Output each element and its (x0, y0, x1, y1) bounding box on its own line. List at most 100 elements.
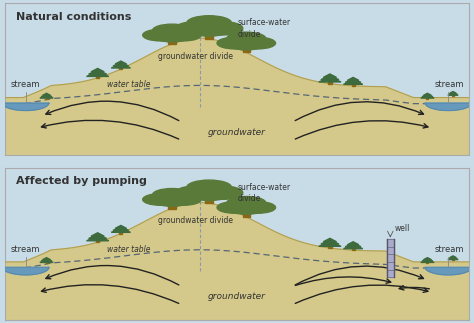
Text: stream: stream (434, 80, 464, 89)
Circle shape (227, 32, 266, 45)
Polygon shape (323, 238, 337, 242)
Polygon shape (40, 260, 53, 262)
Text: stream: stream (10, 80, 40, 89)
Circle shape (187, 16, 232, 30)
Polygon shape (2, 267, 49, 275)
Polygon shape (111, 64, 130, 68)
Circle shape (188, 22, 230, 36)
Polygon shape (427, 262, 428, 264)
Circle shape (217, 202, 252, 213)
Polygon shape (111, 228, 130, 232)
Polygon shape (345, 243, 361, 247)
Polygon shape (41, 94, 52, 97)
Text: surface-water
divide: surface-water divide (237, 18, 291, 38)
Polygon shape (328, 246, 332, 248)
Polygon shape (89, 234, 107, 238)
Circle shape (154, 30, 191, 42)
Polygon shape (449, 257, 457, 258)
Polygon shape (323, 74, 337, 78)
Polygon shape (448, 257, 458, 260)
Circle shape (227, 196, 266, 209)
Polygon shape (450, 256, 456, 257)
Polygon shape (5, 38, 469, 155)
Polygon shape (46, 262, 47, 264)
Polygon shape (168, 36, 176, 44)
Polygon shape (205, 194, 213, 203)
Polygon shape (321, 240, 339, 244)
Polygon shape (115, 225, 127, 228)
Text: groundwater: groundwater (208, 128, 266, 137)
Text: Affected by pumping: Affected by pumping (16, 176, 147, 186)
Polygon shape (422, 259, 433, 261)
Polygon shape (243, 209, 250, 217)
Polygon shape (422, 94, 433, 97)
Polygon shape (91, 233, 104, 236)
Polygon shape (119, 68, 122, 69)
Polygon shape (421, 95, 434, 98)
Polygon shape (425, 103, 472, 110)
Polygon shape (2, 103, 49, 110)
Polygon shape (344, 80, 363, 84)
Polygon shape (448, 93, 458, 95)
Polygon shape (119, 232, 122, 234)
Polygon shape (321, 76, 339, 80)
Polygon shape (347, 78, 359, 80)
Polygon shape (450, 91, 456, 93)
Circle shape (143, 29, 178, 41)
Polygon shape (89, 70, 107, 74)
Circle shape (202, 22, 243, 35)
Polygon shape (86, 236, 109, 241)
Polygon shape (113, 227, 129, 230)
Text: groundwater: groundwater (208, 292, 266, 301)
Polygon shape (328, 81, 332, 84)
Polygon shape (43, 93, 51, 95)
Polygon shape (452, 95, 454, 96)
Polygon shape (427, 98, 428, 99)
Polygon shape (347, 242, 359, 245)
Polygon shape (421, 260, 434, 262)
Polygon shape (43, 258, 51, 260)
Polygon shape (91, 68, 104, 72)
Polygon shape (452, 259, 454, 260)
Text: water table: water table (107, 245, 150, 254)
Circle shape (240, 37, 275, 49)
Text: stream: stream (434, 245, 464, 254)
Polygon shape (41, 259, 52, 261)
Circle shape (153, 189, 191, 201)
Circle shape (166, 194, 201, 205)
Polygon shape (319, 242, 341, 246)
Circle shape (202, 186, 243, 199)
Text: groundwater divide: groundwater divide (158, 52, 233, 61)
Circle shape (175, 22, 216, 35)
Circle shape (166, 29, 201, 41)
Polygon shape (449, 92, 457, 94)
Polygon shape (86, 72, 109, 77)
Text: stream: stream (10, 245, 40, 254)
Circle shape (240, 202, 275, 213)
Text: water table: water table (107, 80, 150, 89)
Polygon shape (113, 62, 129, 66)
Polygon shape (46, 98, 47, 99)
Circle shape (228, 202, 265, 214)
Polygon shape (319, 78, 341, 82)
Polygon shape (425, 267, 472, 275)
Polygon shape (345, 79, 361, 82)
Polygon shape (96, 76, 100, 78)
Text: well: well (395, 224, 410, 233)
Text: Natural conditions: Natural conditions (16, 12, 132, 22)
Text: surface-water
divide: surface-water divide (237, 183, 291, 203)
Circle shape (187, 180, 232, 195)
Circle shape (143, 194, 178, 205)
Polygon shape (423, 93, 431, 95)
Circle shape (217, 37, 252, 49)
Polygon shape (205, 30, 213, 39)
Polygon shape (352, 248, 355, 250)
Polygon shape (115, 61, 127, 64)
Polygon shape (344, 245, 363, 249)
Polygon shape (423, 258, 431, 260)
Circle shape (154, 194, 191, 206)
Polygon shape (5, 203, 469, 320)
Text: groundwater divide: groundwater divide (158, 216, 233, 225)
Polygon shape (168, 201, 176, 209)
Polygon shape (96, 240, 100, 243)
